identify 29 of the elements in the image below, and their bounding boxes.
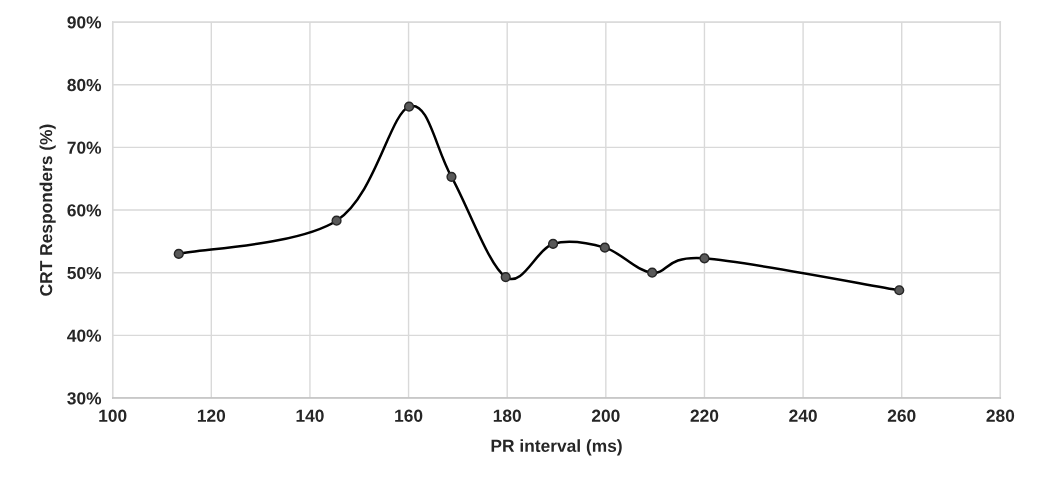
point <box>403 101 415 112</box>
x-tick-label: 180 <box>493 409 521 422</box>
x-tick-label: 260 <box>887 409 916 422</box>
x-tick-label: 140 <box>296 409 324 422</box>
y-tick-label: 30% <box>67 392 102 405</box>
point <box>331 215 342 226</box>
y-tick-label: 70% <box>67 141 102 154</box>
point <box>894 285 905 296</box>
point <box>647 267 658 278</box>
point <box>699 253 710 264</box>
y-tick-label: 80% <box>67 78 102 92</box>
point <box>500 272 511 283</box>
x-axis-title: PR interval (ms) <box>491 439 622 456</box>
y-tick-label: 50% <box>67 266 102 280</box>
point <box>599 242 610 253</box>
point <box>173 248 184 259</box>
y-axis-title: CRT Responders (%) <box>39 124 56 296</box>
y-tick-label: 90% <box>67 16 102 29</box>
y-tick-label: 40% <box>67 329 102 342</box>
x-tick-label: 280 <box>986 409 1015 422</box>
y-tick-label: 60% <box>67 204 102 217</box>
x-tick-label: 160 <box>395 409 423 422</box>
point <box>547 238 559 249</box>
x-tick-label: 200 <box>591 409 620 422</box>
x-tick-label: 240 <box>789 409 817 422</box>
x-tick-label: 120 <box>197 409 226 422</box>
x-tick-label: 220 <box>690 409 719 422</box>
x-tick-label: 100 <box>99 409 127 422</box>
point <box>446 171 457 182</box>
